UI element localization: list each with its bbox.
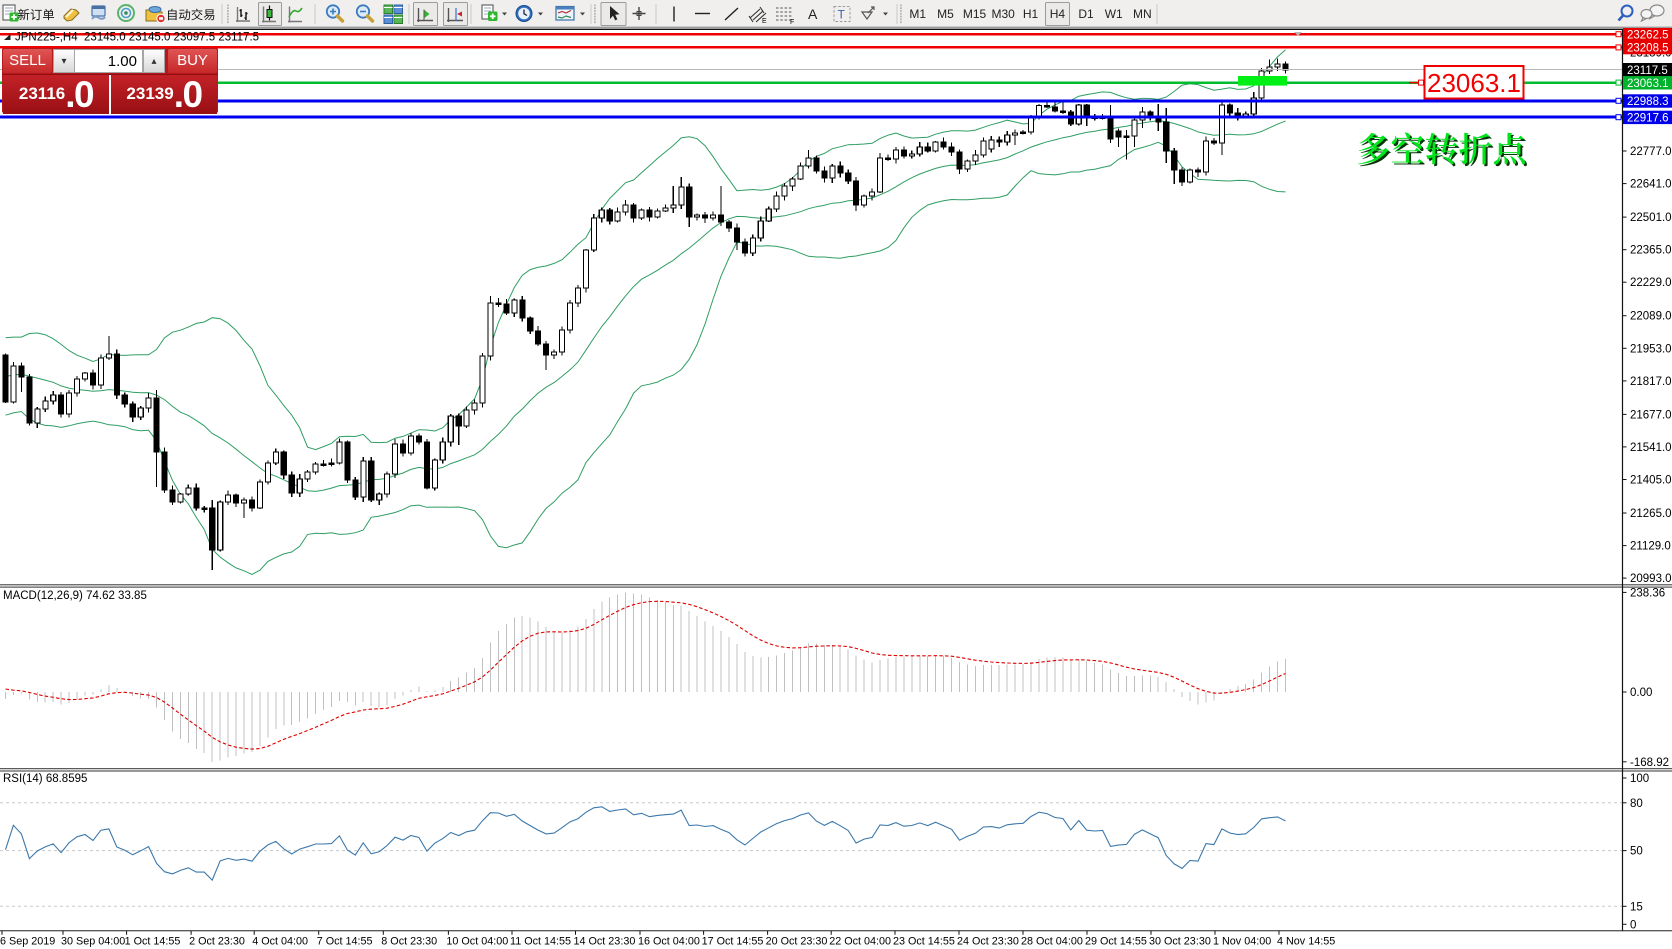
svg-text:30 Oct 23:30: 30 Oct 23:30	[1149, 936, 1211, 948]
svg-text:0: 0	[1630, 919, 1636, 931]
svg-text:22641.0: 22641.0	[1630, 179, 1672, 191]
svg-text:23208.5: 23208.5	[1627, 43, 1669, 55]
svg-text:21817.0: 21817.0	[1630, 376, 1672, 388]
svg-text:0.00: 0.00	[1630, 687, 1652, 699]
svg-text:21677.0: 21677.0	[1630, 409, 1672, 421]
svg-text:20 Oct 23:30: 20 Oct 23:30	[766, 936, 828, 948]
svg-text:1 Oct 14:55: 1 Oct 14:55	[125, 936, 181, 948]
svg-text:MN: MN	[1133, 7, 1152, 21]
svg-text:H1: H1	[1023, 7, 1039, 21]
svg-text:14 Oct 23:30: 14 Oct 23:30	[574, 936, 636, 948]
svg-text:RSI(14) 68.8595: RSI(14) 68.8595	[3, 773, 87, 785]
svg-text:22229.0: 22229.0	[1630, 277, 1672, 289]
svg-text:21265.0: 21265.0	[1630, 508, 1672, 520]
svg-text:M1: M1	[909, 7, 926, 21]
svg-text:7 Oct 14:55: 7 Oct 14:55	[317, 936, 373, 948]
svg-text:10 Oct 04:00: 10 Oct 04:00	[446, 936, 508, 948]
svg-text:-168.92: -168.92	[1630, 757, 1669, 769]
svg-text:24 Oct 23:30: 24 Oct 23:30	[957, 936, 1019, 948]
svg-text:4 Oct 04:00: 4 Oct 04:00	[252, 936, 308, 948]
svg-text:22365.0: 22365.0	[1630, 245, 1672, 257]
svg-text:1 Nov 04:00: 1 Nov 04:00	[1213, 936, 1271, 948]
svg-text:238.36: 238.36	[1630, 587, 1665, 599]
svg-text:23063.1: 23063.1	[1627, 78, 1669, 90]
svg-text:23 Oct 14:55: 23 Oct 14:55	[893, 936, 955, 948]
svg-text:20993.0: 20993.0	[1630, 573, 1672, 585]
svg-text:21129.0: 21129.0	[1630, 541, 1671, 553]
svg-text:T: T	[838, 8, 846, 22]
svg-text:22917.6: 22917.6	[1627, 113, 1669, 125]
svg-text:23063.1: 23063.1	[1427, 68, 1521, 98]
svg-text:22501.0: 22501.0	[1630, 212, 1672, 224]
svg-text:15: 15	[1630, 901, 1643, 913]
svg-text:A: A	[808, 6, 818, 22]
svg-text:8 Oct 23:30: 8 Oct 23:30	[381, 936, 437, 948]
svg-text:11 Oct 14:55: 11 Oct 14:55	[510, 936, 571, 948]
svg-text:23262.5: 23262.5	[1627, 30, 1669, 42]
svg-text:6 Sep 2019: 6 Sep 2019	[0, 936, 55, 948]
svg-text:F: F	[790, 19, 794, 26]
svg-text:4 Nov 14:55: 4 Nov 14:55	[1277, 936, 1335, 948]
svg-text:21405.0: 21405.0	[1630, 475, 1672, 487]
svg-text:29 Oct 14:55: 29 Oct 14:55	[1085, 936, 1147, 948]
svg-text:22777.0: 22777.0	[1630, 146, 1672, 158]
svg-text:W1: W1	[1105, 7, 1123, 21]
svg-text:22089.0: 22089.0	[1630, 311, 1672, 323]
svg-text:23117.5: 23117.5	[1627, 65, 1668, 77]
svg-text:22 Oct 04:00: 22 Oct 04:00	[829, 936, 891, 948]
svg-text:E: E	[762, 18, 767, 25]
svg-text:100: 100	[1630, 773, 1649, 785]
svg-text:M30: M30	[992, 7, 1016, 21]
svg-text:21541.0: 21541.0	[1630, 442, 1672, 454]
svg-text:16 Oct 04:00: 16 Oct 04:00	[638, 936, 700, 948]
svg-text:D1: D1	[1078, 7, 1094, 21]
svg-text:30 Sep 04:00: 30 Sep 04:00	[61, 936, 125, 948]
svg-text:JPN225-,H4 23145.0 23145.0 23: JPN225-,H4 23145.0 23145.0 23097.5 23117…	[15, 32, 259, 44]
svg-text:M5: M5	[937, 7, 954, 21]
svg-text:MACD(12,26,9) 74.62 33.85: MACD(12,26,9) 74.62 33.85	[3, 590, 147, 602]
svg-text:2 Oct 23:30: 2 Oct 23:30	[189, 936, 245, 948]
svg-text:80: 80	[1630, 798, 1643, 810]
svg-text:28 Oct 04:00: 28 Oct 04:00	[1021, 936, 1083, 948]
svg-text:H4: H4	[1050, 7, 1066, 21]
svg-text:M15: M15	[963, 7, 987, 21]
svg-text:21953.0: 21953.0	[1630, 343, 1672, 355]
svg-text:17 Oct 14:55: 17 Oct 14:55	[702, 936, 764, 948]
svg-text:22988.3: 22988.3	[1627, 96, 1669, 108]
svg-text:50: 50	[1630, 846, 1643, 858]
